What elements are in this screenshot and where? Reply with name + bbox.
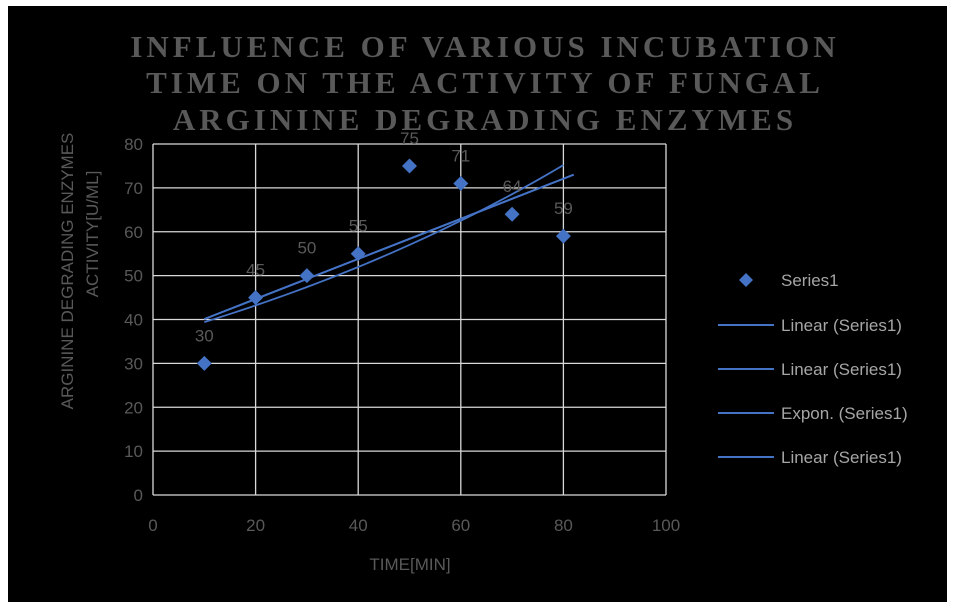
data-point (402, 158, 417, 174)
x-tick-label: 20 (246, 516, 265, 535)
x-tick-label: 60 (451, 516, 470, 535)
data-label: 30 (195, 326, 214, 345)
legend-label: Linear (Series1) (781, 316, 902, 335)
y-tick-label: 50 (124, 267, 143, 286)
chart-title-line-2: TIME ON THE ACTIVITY OF FUNGAL (146, 65, 824, 100)
chart-title-line-3: ARGININE DEGRADING ENZYMES (173, 102, 797, 137)
data-label: 55 (349, 217, 368, 236)
legend-label: Series1 (781, 271, 839, 290)
chart-svg: INFLUENCE OF VARIOUS INCUBATION TIME ON … (58, 29, 908, 574)
y-tick-label: 30 (124, 354, 143, 373)
legend: Series1 Linear (Series1) Linear (Series1) E… (718, 271, 908, 467)
y-axis-title: ARGININE DEGRADING ENZYMES ACTIVITY[U/ML… (58, 133, 102, 410)
plot-area: 0 10 20 30 40 50 60 70 80 0 20 40 60 80 100 30 45 50 55 75 7… (124, 129, 680, 535)
trendline-exponential (204, 164, 564, 323)
legend-label: Expon. (Series1) (781, 404, 908, 423)
data-point (350, 246, 366, 262)
data-point (555, 228, 571, 244)
x-tick-label: 0 (148, 516, 157, 535)
data-label: 50 (297, 239, 316, 258)
y-tick-label: 0 (134, 486, 143, 505)
data-label: 64 (503, 177, 522, 196)
legend-label: Linear (Series1) (781, 360, 902, 379)
chart-title: INFLUENCE OF VARIOUS INCUBATION TIME ON … (130, 29, 839, 137)
trendline-linear (203, 173, 574, 320)
y-axis-title-line-1: ARGININE DEGRADING ENZYMES (58, 133, 77, 410)
data-point (504, 206, 520, 222)
data-label: 71 (451, 146, 470, 165)
data-label: 59 (554, 199, 573, 218)
y-tick-label: 40 (124, 311, 143, 330)
x-axis-title: TIME[MIN] (369, 555, 450, 574)
x-tick-label: 40 (349, 516, 368, 535)
data-label: 45 (246, 261, 265, 280)
data-point (248, 290, 264, 306)
data-label: 75 (400, 129, 419, 148)
x-tick-label: 80 (554, 516, 573, 535)
x-tick-label: 100 (652, 516, 680, 535)
data-point (196, 355, 212, 371)
y-tick-label: 20 (124, 398, 143, 417)
y-tick-label: 60 (124, 223, 143, 242)
chart-title-line-1: INFLUENCE OF VARIOUS INCUBATION (130, 29, 839, 64)
y-tick-label: 80 (124, 135, 143, 154)
chart-area: INFLUENCE OF VARIOUS INCUBATION TIME ON … (8, 6, 947, 602)
legend-label: Linear (Series1) (781, 448, 902, 467)
legend-marker (739, 273, 753, 287)
y-tick-label: 70 (124, 179, 143, 198)
y-tick-label: 10 (124, 442, 143, 461)
data-point (453, 175, 469, 191)
y-axis-title-line-2: ACTIVITY[U/ML] (83, 171, 102, 298)
data-point (299, 268, 315, 284)
